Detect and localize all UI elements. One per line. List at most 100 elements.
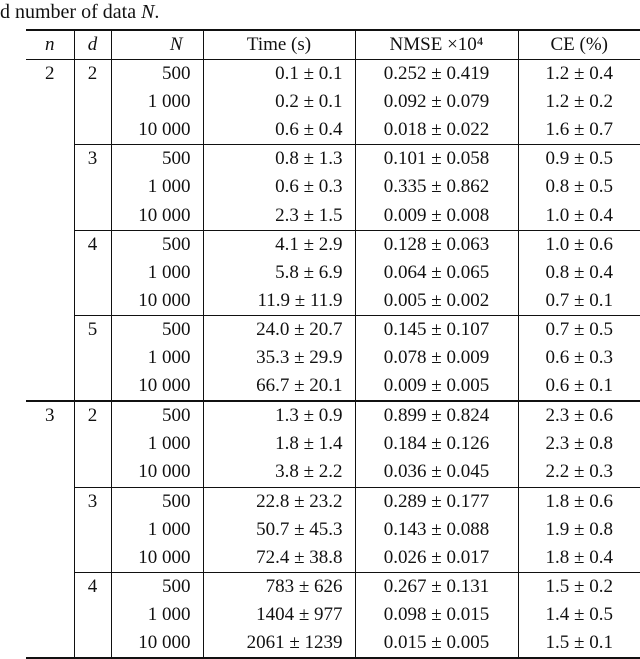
col-header-n: n (26, 29, 74, 61)
cell-ce: 0.8 ± 0.4 (517, 258, 640, 287)
cell-time: 783 ± 626 (202, 571, 355, 601)
cell-ce: 1.0 ± 0.6 (517, 229, 640, 259)
cell-ce: 1.2 ± 0.4 (517, 59, 640, 89)
cell-n (26, 628, 74, 659)
cell-n (26, 287, 74, 316)
cell-time: 24.0 ± 20.7 (202, 314, 355, 345)
cell-N: 1 000 (110, 344, 203, 373)
cell-time: 66.7 ± 20.1 (202, 372, 355, 402)
cell-n (26, 430, 74, 458)
cell-N: 500 (110, 571, 203, 601)
cell-n (26, 572, 74, 601)
cell-nmse: 0.145 ± 0.107 (354, 314, 518, 345)
cell-ce: 1.6 ± 0.7 (517, 116, 640, 145)
cell-nmse: 0.005 ± 0.002 (354, 286, 518, 316)
cell-n (26, 458, 74, 487)
cell-time: 4.1 ± 2.9 (202, 229, 355, 259)
cell-N: 1 000 (110, 515, 203, 544)
col-header-N: N (110, 29, 203, 61)
table-row: 3 2 500 1.3 ± 0.9 0.899 ± 0.824 2.3 ± 0.6 (26, 400, 640, 431)
cell-d: 2 (73, 59, 111, 89)
cell-n (26, 116, 74, 145)
cell-n: 2 (45, 63, 55, 85)
cell-time: 1404 ± 977 (202, 600, 355, 629)
cell-nmse: 0.899 ± 0.824 (354, 400, 518, 431)
col-header-ce: CE (%) (517, 29, 640, 61)
table-row: 10 000 72.4 ± 38.8 0.026 ± 0.017 1.8 ± 0.4 (26, 543, 640, 573)
cell-N: 10 000 (110, 628, 203, 659)
cell-ce: 0.9 ± 0.5 (517, 144, 640, 174)
table-row: 1 000 0.2 ± 0.1 0.092 ± 0.079 1.2 ± 0.2 (26, 88, 640, 117)
col-header-time: Time (s) (202, 29, 355, 61)
table-body: 2 2 500 0.1 ± 0.1 0.252 ± 0.419 1.2 ± 0.4 1 00… (26, 59, 640, 659)
cell-n (26, 601, 74, 629)
cell-n (26, 173, 74, 201)
cell-d (73, 344, 111, 373)
cell-N: 10 000 (110, 201, 203, 231)
cell-n (26, 516, 74, 544)
cell-n (26, 487, 74, 516)
cell-ce: 1.9 ± 0.8 (517, 515, 640, 544)
cell-N: 500 (110, 59, 203, 89)
cell-time: 0.6 ± 0.4 (202, 116, 355, 145)
cell-time: 2061 ± 1239 (202, 628, 355, 659)
cell-d: 5 (73, 314, 111, 345)
cell-n (26, 259, 74, 287)
table-row: 10 000 11.9 ± 11.9 0.005 ± 0.002 0.7 ± 0.1 (26, 286, 640, 316)
cell-ce: 2.2 ± 0.3 (517, 458, 640, 487)
cell-N: 1 000 (110, 600, 203, 629)
table-row: 10 000 2061 ± 1239 0.015 ± 0.005 1.5 ± 0.1 (26, 628, 640, 659)
table-row: 1 000 1.8 ± 1.4 0.184 ± 0.126 2.3 ± 0.8 (26, 430, 640, 459)
cell-ce: 0.7 ± 0.5 (517, 314, 640, 345)
header-row: n d N Time (s) NMSE ×10⁴ CE (%) (26, 29, 640, 61)
cell-d (73, 515, 111, 544)
table-row: 10 000 66.7 ± 20.1 0.009 ± 0.005 0.6 ± 0.1 (26, 372, 640, 402)
cell-N: 500 (110, 144, 203, 174)
cell-ce: 2.3 ± 0.6 (517, 400, 640, 431)
cell-n (26, 145, 74, 174)
cell-d (73, 628, 111, 659)
cell-ce: 2.3 ± 0.8 (517, 430, 640, 459)
cell-ce: 1.5 ± 0.2 (517, 571, 640, 601)
cell-nmse: 0.018 ± 0.022 (354, 116, 518, 145)
cell-d (73, 430, 111, 459)
cell-time: 5.8 ± 6.9 (202, 258, 355, 287)
cell-d (73, 286, 111, 316)
cell-ce: 0.8 ± 0.5 (517, 173, 640, 202)
cell-d (73, 88, 111, 117)
cell-ce: 1.4 ± 0.5 (517, 600, 640, 629)
cell-d (73, 458, 111, 487)
cell-nmse: 0.335 ± 0.862 (354, 173, 518, 202)
cell-n (26, 88, 74, 116)
cell-n (26, 344, 74, 372)
table-row: 4 500 4.1 ± 2.9 0.128 ± 0.063 1.0 ± 0.6 (26, 229, 640, 259)
cell-d (73, 600, 111, 629)
col-header-d: d (73, 29, 111, 61)
cell-nmse: 0.015 ± 0.005 (354, 628, 518, 659)
cell-d: 3 (73, 486, 111, 516)
cell-n (26, 230, 74, 259)
table-caption-fragment: d number of data N. (0, 1, 159, 24)
table-row: 5 500 24.0 ± 20.7 0.145 ± 0.107 0.7 ± 0.5 (26, 314, 640, 345)
cell-N: 10 000 (110, 543, 203, 573)
cell-d: 4 (73, 229, 111, 259)
cell-time: 35.3 ± 29.9 (202, 344, 355, 373)
cell-d (73, 258, 111, 287)
cell-ce: 1.0 ± 0.4 (517, 201, 640, 231)
table-row: 1 000 50.7 ± 45.3 0.143 ± 0.088 1.9 ± 0.8 (26, 515, 640, 544)
table-row: 1 000 35.3 ± 29.9 0.078 ± 0.009 0.6 ± 0.3 (26, 344, 640, 373)
cell-time: 3.8 ± 2.2 (202, 458, 355, 487)
cell-nmse: 0.184 ± 0.126 (354, 430, 518, 459)
cell-n (26, 202, 74, 231)
cell-N: 1 000 (110, 88, 203, 117)
table-row: 3 500 22.8 ± 23.2 0.289 ± 0.177 1.8 ± 0.6 (26, 486, 640, 516)
table-row: 4 500 783 ± 626 0.267 ± 0.131 1.5 ± 0.2 (26, 571, 640, 601)
cell-N: 1 000 (110, 430, 203, 459)
cell-time: 1.8 ± 1.4 (202, 430, 355, 459)
cell-nmse: 0.267 ± 0.131 (354, 571, 518, 601)
cell-time: 11.9 ± 11.9 (202, 286, 355, 316)
cell-ce: 1.8 ± 0.6 (517, 486, 640, 516)
cell-nmse: 0.252 ± 0.419 (354, 59, 518, 89)
cell-time: 2.3 ± 1.5 (202, 201, 355, 231)
cell-N: 500 (110, 229, 203, 259)
